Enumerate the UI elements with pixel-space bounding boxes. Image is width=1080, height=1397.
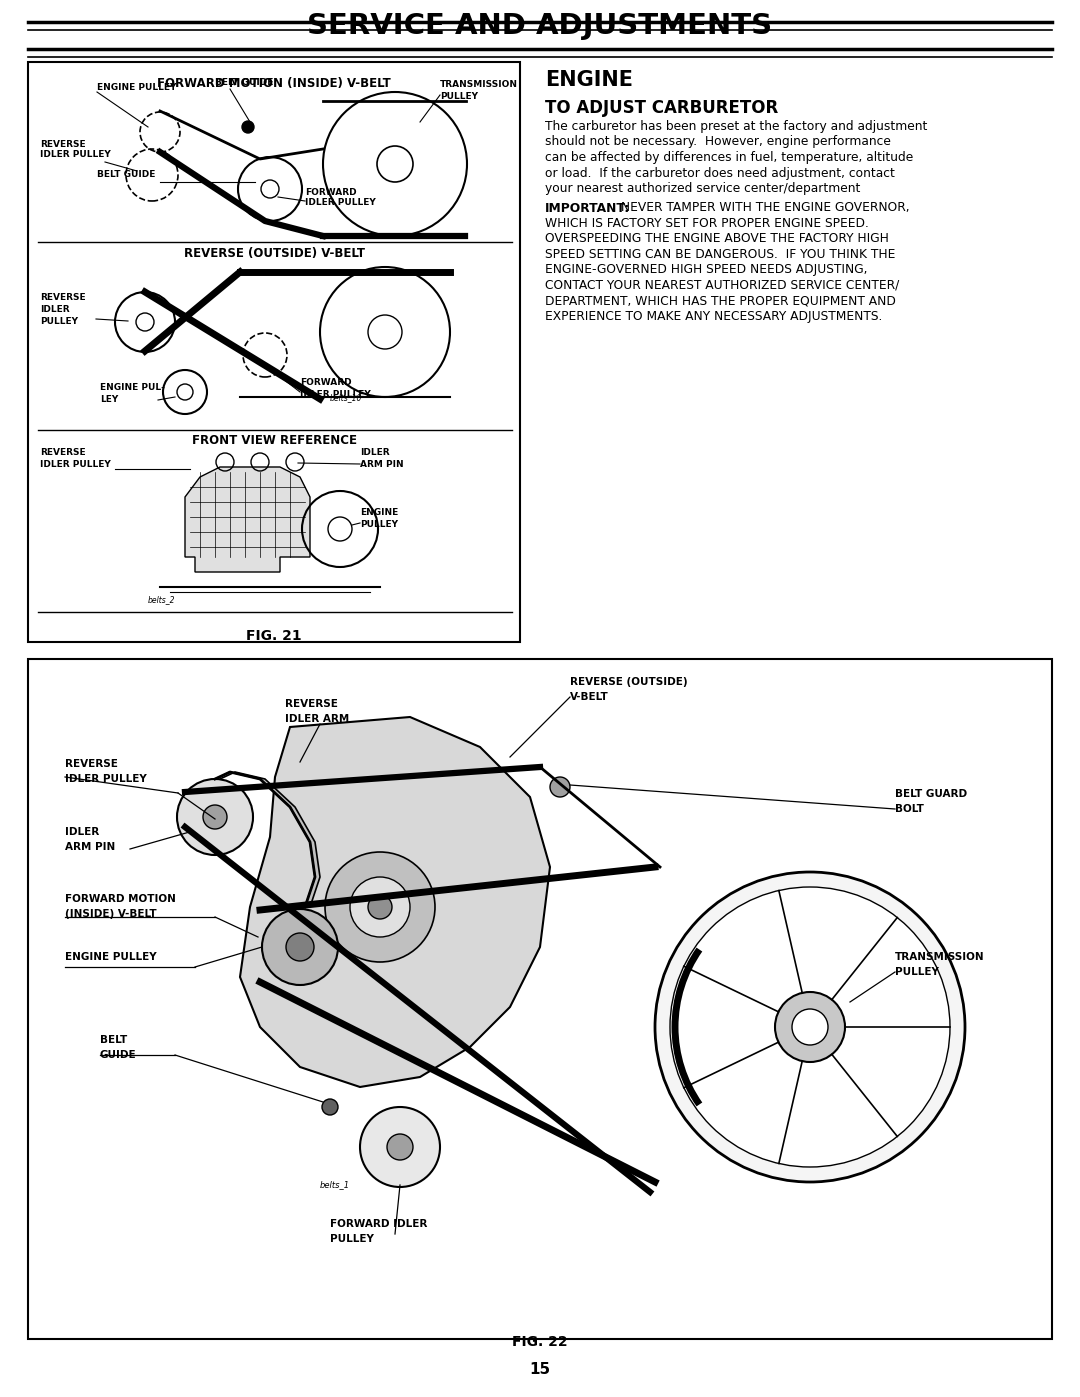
- Circle shape: [775, 992, 845, 1062]
- Text: ENGINE-GOVERNED HIGH SPEED NEEDS ADJUSTING,: ENGINE-GOVERNED HIGH SPEED NEEDS ADJUSTI…: [545, 264, 867, 277]
- Text: 15: 15: [529, 1362, 551, 1377]
- Text: TRANSMISSION: TRANSMISSION: [895, 951, 985, 963]
- Text: belts_2: belts_2: [148, 595, 175, 604]
- Circle shape: [792, 1009, 828, 1045]
- Text: should not be necessary.  However, engine performance: should not be necessary. However, engine…: [545, 136, 891, 148]
- Circle shape: [360, 1106, 440, 1187]
- Text: ENGINE: ENGINE: [545, 70, 633, 89]
- Text: LEY: LEY: [100, 395, 118, 404]
- Text: FORWARD: FORWARD: [305, 189, 356, 197]
- Circle shape: [242, 122, 254, 133]
- Text: ENGINE PUL-: ENGINE PUL-: [100, 383, 165, 393]
- Text: BELT GUIDE: BELT GUIDE: [215, 78, 273, 87]
- Text: REVERSE: REVERSE: [40, 140, 85, 149]
- Text: belts_1: belts_1: [320, 1180, 350, 1189]
- Text: REVERSE (OUTSIDE) V-BELT: REVERSE (OUTSIDE) V-BELT: [184, 247, 365, 260]
- Text: REVERSE: REVERSE: [40, 448, 85, 457]
- Text: FORWARD MOTION (INSIDE) V-BELT: FORWARD MOTION (INSIDE) V-BELT: [157, 77, 391, 89]
- Text: FORWARD MOTION: FORWARD MOTION: [65, 894, 176, 904]
- Text: EXPERIENCE TO MAKE ANY NECESSARY ADJUSTMENTS.: EXPERIENCE TO MAKE ANY NECESSARY ADJUSTM…: [545, 310, 882, 323]
- Text: ENGINE PULLEY: ENGINE PULLEY: [65, 951, 157, 963]
- Text: REVERSE: REVERSE: [40, 293, 85, 302]
- Bar: [28, 659, 1052, 1338]
- Text: or load.  If the carburetor does need adjustment, contact: or load. If the carburetor does need adj…: [545, 166, 895, 179]
- Bar: [28, 61, 519, 643]
- Text: (INSIDE) V-BELT: (INSIDE) V-BELT: [65, 909, 157, 919]
- Circle shape: [177, 780, 253, 855]
- Circle shape: [325, 852, 435, 963]
- Polygon shape: [240, 717, 550, 1087]
- Text: DEPARTMENT, WHICH HAS THE PROPER EQUIPMENT AND: DEPARTMENT, WHICH HAS THE PROPER EQUIPME…: [545, 295, 896, 307]
- Text: V-BELT: V-BELT: [570, 692, 609, 703]
- Text: IDLER PULLEY: IDLER PULLEY: [300, 390, 370, 400]
- Text: OVERSPEEDING THE ENGINE ABOVE THE FACTORY HIGH: OVERSPEEDING THE ENGINE ABOVE THE FACTOR…: [545, 232, 889, 246]
- Text: IDLER PULLEY: IDLER PULLEY: [305, 198, 376, 207]
- Text: FIG. 21: FIG. 21: [246, 629, 301, 643]
- Text: BOLT: BOLT: [895, 805, 923, 814]
- Text: IDLER: IDLER: [40, 305, 69, 314]
- Text: BELT GUARD: BELT GUARD: [895, 789, 967, 799]
- Text: PULLEY: PULLEY: [895, 967, 939, 977]
- Text: CONTACT YOUR NEAREST AUTHORIZED SERVICE CENTER/: CONTACT YOUR NEAREST AUTHORIZED SERVICE …: [545, 279, 900, 292]
- Text: SERVICE AND ADJUSTMENTS: SERVICE AND ADJUSTMENTS: [308, 13, 772, 41]
- Text: REVERSE (OUTSIDE): REVERSE (OUTSIDE): [570, 678, 688, 687]
- Text: TRANSMISSION: TRANSMISSION: [440, 80, 518, 89]
- Text: PULLEY: PULLEY: [440, 92, 478, 101]
- Text: BELT GUIDE: BELT GUIDE: [97, 170, 156, 179]
- Text: can be affected by differences in fuel, temperature, altitude: can be affected by differences in fuel, …: [545, 151, 914, 163]
- Text: PULLEY: PULLEY: [40, 317, 78, 326]
- Text: belts_10: belts_10: [330, 393, 363, 402]
- Circle shape: [322, 1099, 338, 1115]
- Text: FORWARD IDLER: FORWARD IDLER: [330, 1220, 428, 1229]
- Text: SPEED SETTING CAN BE DANGEROUS.  IF YOU THINK THE: SPEED SETTING CAN BE DANGEROUS. IF YOU T…: [545, 249, 895, 261]
- Text: REVERSE: REVERSE: [285, 698, 338, 710]
- Text: ENGINE PULLEY: ENGINE PULLEY: [97, 82, 176, 92]
- Text: The carburetor has been preset at the factory and adjustment: The carburetor has been preset at the fa…: [545, 120, 928, 133]
- Text: FIG. 22: FIG. 22: [512, 1336, 568, 1350]
- Text: REVERSE: REVERSE: [65, 759, 118, 768]
- Text: PULLEY: PULLEY: [360, 520, 399, 529]
- Circle shape: [670, 887, 950, 1166]
- Circle shape: [368, 895, 392, 919]
- Text: IDLER PULLEY: IDLER PULLEY: [40, 149, 111, 159]
- Text: IMPORTANT:: IMPORTANT:: [545, 201, 631, 215]
- Text: ARM PIN: ARM PIN: [65, 842, 116, 852]
- Circle shape: [286, 933, 314, 961]
- Text: ENGINE: ENGINE: [360, 509, 399, 517]
- Text: your nearest authorized service center/department: your nearest authorized service center/d…: [545, 182, 861, 196]
- Text: FRONT VIEW REFERENCE: FRONT VIEW REFERENCE: [191, 434, 356, 447]
- Text: IDLER ARM: IDLER ARM: [285, 714, 349, 724]
- Text: IDLER: IDLER: [65, 827, 99, 837]
- Circle shape: [203, 805, 227, 828]
- Text: ARM PIN: ARM PIN: [360, 460, 404, 469]
- Text: PULLEY: PULLEY: [330, 1234, 374, 1243]
- Circle shape: [550, 777, 570, 798]
- Text: IDLER PULLEY: IDLER PULLEY: [40, 460, 111, 469]
- Circle shape: [350, 877, 410, 937]
- Circle shape: [262, 909, 338, 985]
- Text: NEVER TAMPER WITH THE ENGINE GOVERNOR,: NEVER TAMPER WITH THE ENGINE GOVERNOR,: [617, 201, 909, 215]
- Text: TO ADJUST CARBURETOR: TO ADJUST CARBURETOR: [545, 99, 779, 117]
- Polygon shape: [185, 467, 310, 571]
- Text: BELT: BELT: [100, 1035, 127, 1045]
- Polygon shape: [215, 773, 320, 907]
- Text: IDLER: IDLER: [360, 448, 390, 457]
- Circle shape: [654, 872, 966, 1182]
- Text: IDLER PULLEY: IDLER PULLEY: [65, 774, 147, 784]
- Text: GUIDE: GUIDE: [100, 1051, 137, 1060]
- Text: WHICH IS FACTORY SET FOR PROPER ENGINE SPEED.: WHICH IS FACTORY SET FOR PROPER ENGINE S…: [545, 217, 869, 231]
- Circle shape: [387, 1134, 413, 1160]
- Text: FORWARD: FORWARD: [300, 379, 352, 387]
